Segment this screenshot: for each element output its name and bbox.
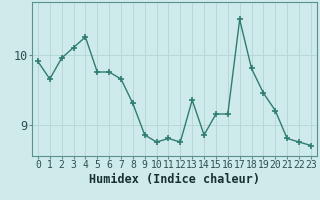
X-axis label: Humidex (Indice chaleur): Humidex (Indice chaleur)	[89, 173, 260, 186]
